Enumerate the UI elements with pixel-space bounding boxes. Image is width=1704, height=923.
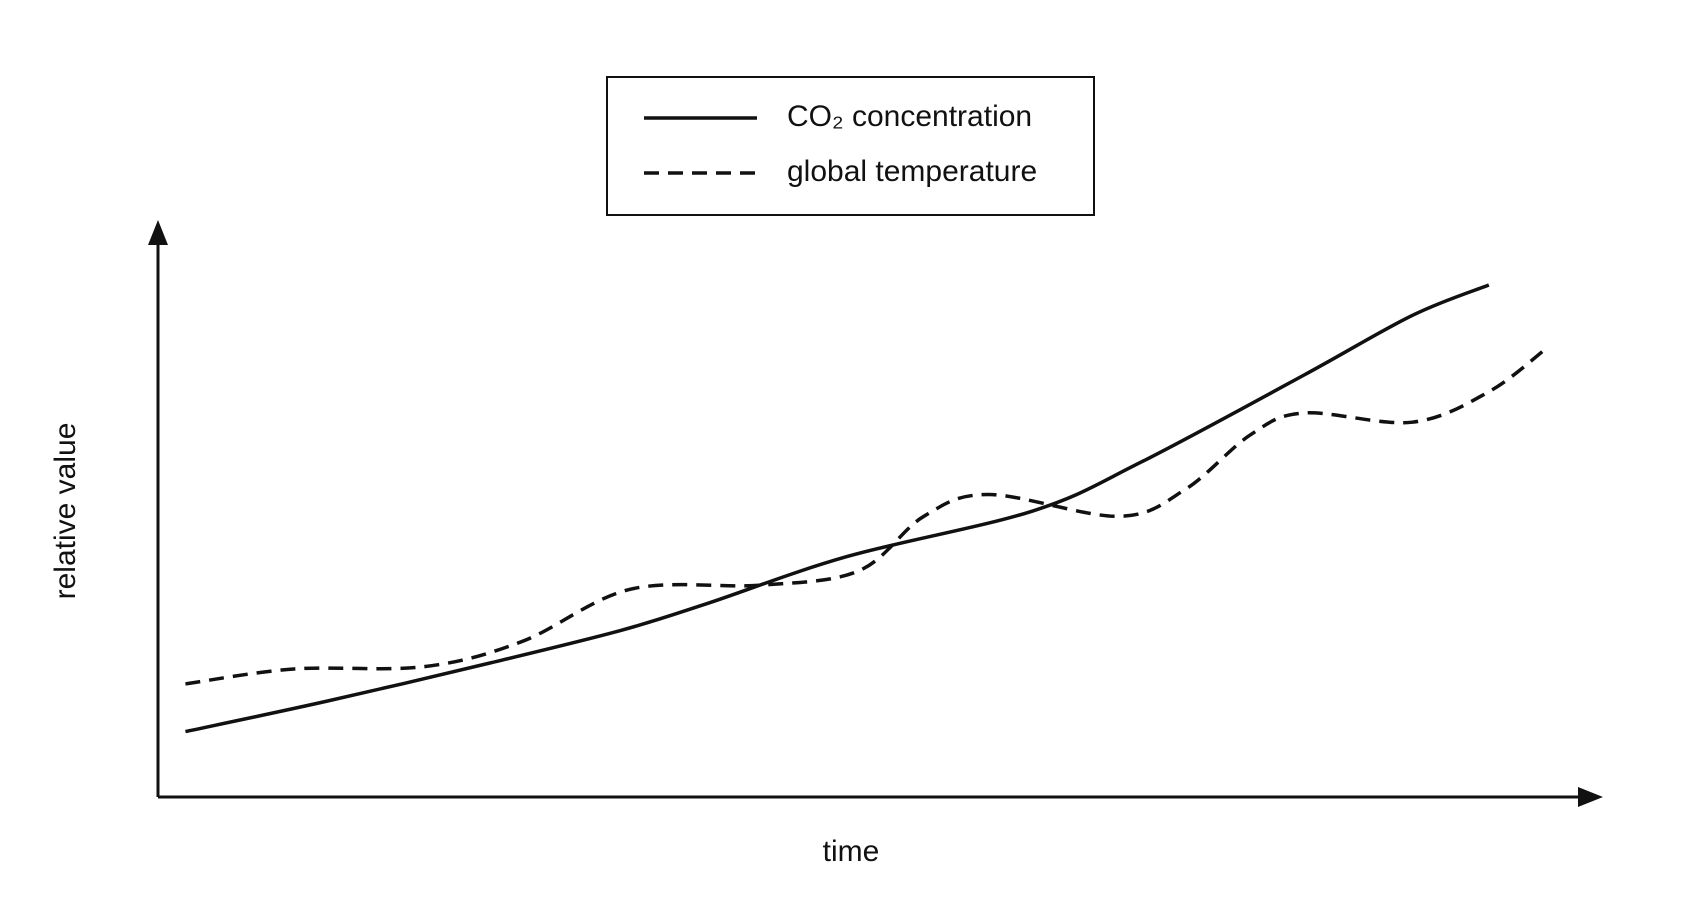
legend-label: global temperature — [787, 155, 1037, 188]
y-axis-arrow — [148, 220, 168, 245]
legend-label: CO₂ concentration — [787, 100, 1032, 133]
data-line — [185, 283, 1490, 734]
x-axis-arrow — [1578, 787, 1603, 807]
legend-box — [606, 76, 1095, 216]
x-axis-label: time — [823, 835, 880, 868]
y-axis-label: relative value — [49, 423, 82, 600]
data-line — [185, 346, 1548, 686]
